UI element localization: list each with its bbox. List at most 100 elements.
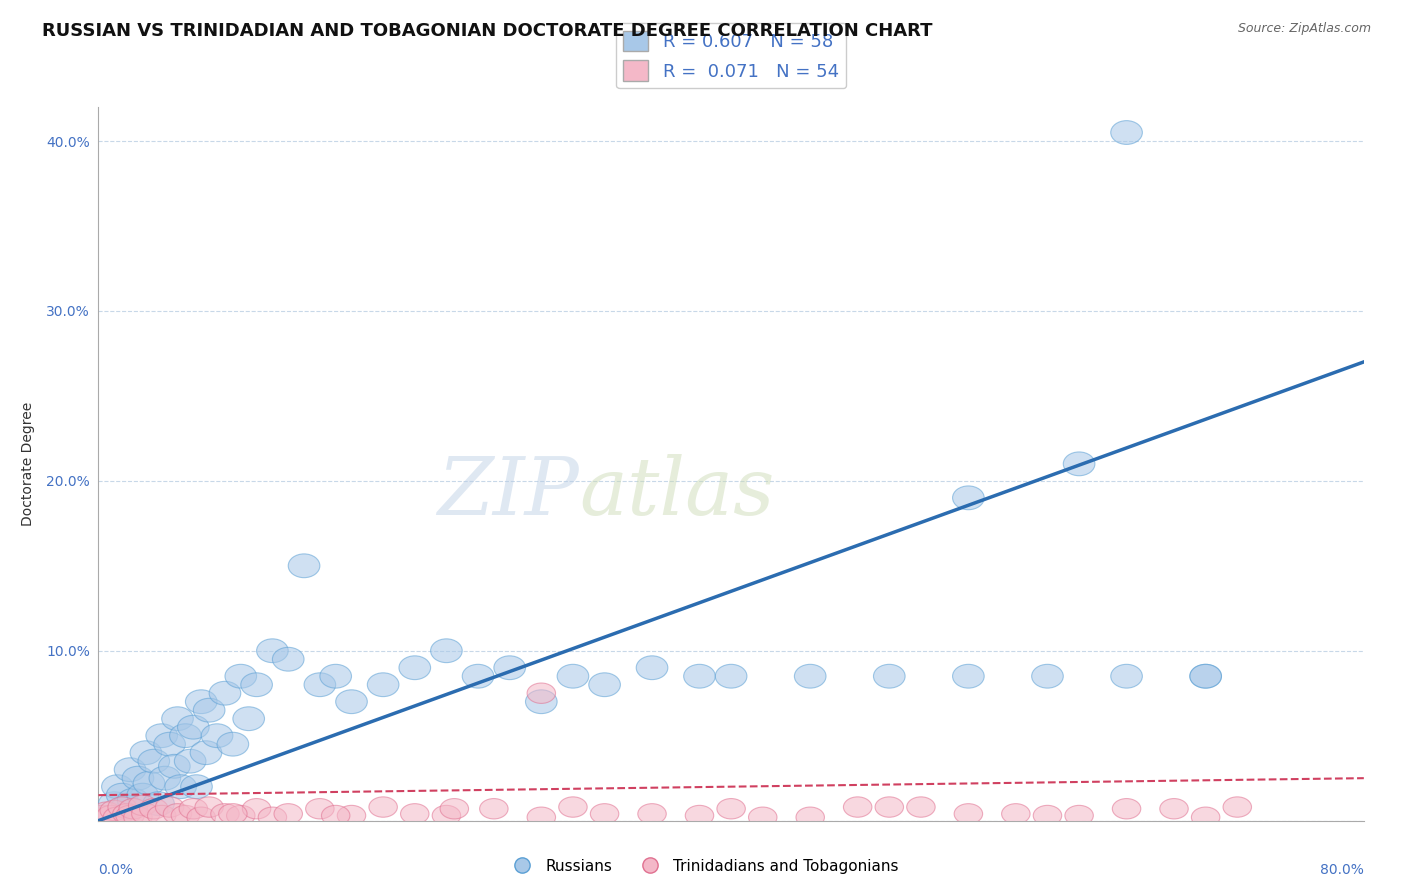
Ellipse shape — [170, 723, 201, 747]
Ellipse shape — [120, 798, 148, 819]
Ellipse shape — [1111, 120, 1143, 145]
Ellipse shape — [1223, 797, 1251, 817]
Ellipse shape — [367, 673, 399, 697]
Ellipse shape — [93, 802, 121, 822]
Ellipse shape — [748, 807, 778, 828]
Ellipse shape — [1063, 452, 1095, 475]
Text: RUSSIAN VS TRINIDADIAN AND TOBAGONIAN DOCTORATE DEGREE CORRELATION CHART: RUSSIAN VS TRINIDADIAN AND TOBAGONIAN DO… — [42, 22, 932, 40]
Ellipse shape — [112, 804, 141, 824]
Ellipse shape — [217, 732, 249, 756]
Ellipse shape — [139, 798, 169, 819]
Ellipse shape — [194, 698, 225, 723]
Ellipse shape — [108, 797, 136, 817]
Ellipse shape — [162, 706, 194, 731]
Ellipse shape — [186, 690, 217, 714]
Ellipse shape — [107, 783, 138, 807]
Ellipse shape — [97, 805, 125, 826]
Ellipse shape — [875, 797, 904, 817]
Ellipse shape — [304, 673, 336, 697]
Ellipse shape — [1064, 805, 1094, 826]
Ellipse shape — [179, 798, 208, 819]
Ellipse shape — [163, 804, 191, 824]
Ellipse shape — [143, 792, 174, 815]
Ellipse shape — [953, 486, 984, 509]
Ellipse shape — [591, 804, 619, 824]
Ellipse shape — [463, 665, 494, 688]
Ellipse shape — [153, 732, 186, 756]
Ellipse shape — [717, 798, 745, 819]
Ellipse shape — [172, 805, 200, 826]
Ellipse shape — [399, 656, 430, 680]
Ellipse shape — [114, 758, 146, 781]
Ellipse shape — [118, 789, 149, 812]
Ellipse shape — [1032, 665, 1063, 688]
Ellipse shape — [138, 749, 170, 773]
Ellipse shape — [955, 804, 983, 824]
Ellipse shape — [432, 805, 461, 826]
Ellipse shape — [149, 766, 180, 790]
Ellipse shape — [440, 798, 468, 819]
Ellipse shape — [953, 665, 984, 688]
Ellipse shape — [526, 690, 557, 714]
Ellipse shape — [794, 665, 827, 688]
Y-axis label: Doctorate Degree: Doctorate Degree — [21, 401, 35, 526]
Ellipse shape — [134, 772, 165, 795]
Ellipse shape — [907, 797, 935, 817]
Ellipse shape — [190, 740, 222, 764]
Ellipse shape — [1160, 798, 1188, 819]
Ellipse shape — [1111, 665, 1143, 688]
Ellipse shape — [155, 797, 184, 817]
Ellipse shape — [98, 792, 131, 815]
Ellipse shape — [527, 683, 555, 704]
Ellipse shape — [368, 797, 398, 817]
Ellipse shape — [128, 795, 157, 815]
Ellipse shape — [1001, 804, 1031, 824]
Text: Source: ZipAtlas.com: Source: ZipAtlas.com — [1237, 22, 1371, 36]
Ellipse shape — [111, 795, 143, 819]
Ellipse shape — [716, 665, 747, 688]
Ellipse shape — [638, 804, 666, 824]
Ellipse shape — [195, 797, 224, 817]
Ellipse shape — [219, 804, 247, 824]
Ellipse shape — [242, 798, 271, 819]
Ellipse shape — [479, 798, 508, 819]
Ellipse shape — [337, 805, 366, 826]
Ellipse shape — [122, 766, 153, 790]
Ellipse shape — [240, 673, 273, 697]
Ellipse shape — [430, 639, 463, 663]
Ellipse shape — [115, 805, 145, 826]
Ellipse shape — [527, 807, 555, 828]
Ellipse shape — [165, 775, 197, 798]
Ellipse shape — [1189, 665, 1222, 688]
Ellipse shape — [844, 797, 872, 817]
Ellipse shape — [557, 665, 589, 688]
Ellipse shape — [322, 805, 350, 826]
Ellipse shape — [225, 665, 257, 688]
Ellipse shape — [637, 656, 668, 680]
Ellipse shape — [124, 807, 152, 828]
Ellipse shape — [209, 681, 240, 705]
Text: atlas: atlas — [579, 454, 775, 531]
Ellipse shape — [174, 749, 207, 773]
Ellipse shape — [1191, 807, 1220, 828]
Ellipse shape — [401, 804, 429, 824]
Ellipse shape — [273, 648, 304, 671]
Ellipse shape — [1112, 798, 1140, 819]
Text: 80.0%: 80.0% — [1320, 863, 1364, 878]
Ellipse shape — [558, 797, 588, 817]
Ellipse shape — [103, 807, 132, 828]
Ellipse shape — [148, 805, 176, 826]
Ellipse shape — [288, 554, 321, 578]
Ellipse shape — [226, 805, 254, 826]
Ellipse shape — [233, 706, 264, 731]
Ellipse shape — [796, 807, 824, 828]
Ellipse shape — [177, 715, 209, 739]
Ellipse shape — [187, 807, 215, 828]
Ellipse shape — [683, 665, 716, 688]
Ellipse shape — [146, 723, 177, 747]
Text: ZIP: ZIP — [437, 454, 579, 531]
Ellipse shape — [685, 805, 714, 826]
Ellipse shape — [257, 639, 288, 663]
Ellipse shape — [211, 804, 239, 824]
Ellipse shape — [201, 723, 233, 747]
